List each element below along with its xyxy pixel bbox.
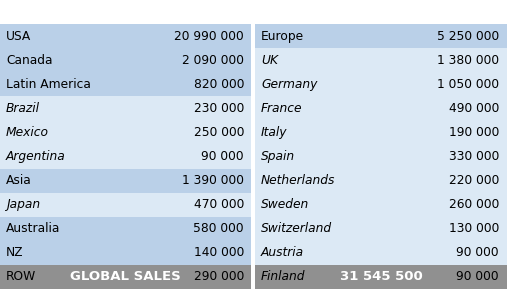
Bar [255, 217, 507, 241]
Bar [255, 48, 507, 72]
Text: Latin America: Latin America [6, 78, 91, 91]
Bar [0, 120, 251, 144]
Bar [0, 265, 251, 289]
Text: Sweden: Sweden [261, 198, 309, 211]
Bar [0, 168, 251, 193]
Text: 90 000: 90 000 [456, 271, 499, 284]
Text: Australia: Australia [6, 222, 60, 235]
Bar [255, 120, 507, 144]
Text: Canada: Canada [6, 54, 53, 67]
Bar [255, 24, 507, 48]
Bar [255, 168, 507, 193]
Text: 490 000: 490 000 [449, 102, 499, 115]
Text: 130 000: 130 000 [449, 222, 499, 235]
Bar [0, 48, 251, 72]
Text: 220 000: 220 000 [449, 174, 499, 187]
Text: 250 000: 250 000 [194, 126, 244, 139]
Text: 290 000: 290 000 [194, 271, 244, 284]
Text: Argentina: Argentina [6, 150, 66, 163]
Text: 230 000: 230 000 [194, 102, 244, 115]
Bar [255, 193, 507, 217]
Bar [0, 193, 251, 217]
Bar [0, 24, 251, 48]
Text: 31 545 500: 31 545 500 [340, 271, 422, 284]
Text: Italy: Italy [261, 126, 287, 139]
Text: 140 000: 140 000 [194, 246, 244, 259]
Bar [0, 217, 251, 241]
Text: Asia: Asia [6, 174, 32, 187]
Text: USA: USA [6, 29, 31, 42]
Bar [255, 144, 507, 168]
Text: 20 990 000: 20 990 000 [174, 29, 244, 42]
Text: ROW: ROW [6, 271, 36, 284]
Text: Netherlands: Netherlands [261, 174, 335, 187]
Text: Mexico: Mexico [6, 126, 49, 139]
Text: 90 000: 90 000 [201, 150, 244, 163]
Text: 820 000: 820 000 [194, 78, 244, 91]
Text: 5 250 000: 5 250 000 [437, 29, 499, 42]
Bar [255, 96, 507, 120]
Text: 90 000: 90 000 [456, 246, 499, 259]
Bar [255, 265, 507, 289]
Text: Brazil: Brazil [6, 102, 40, 115]
Text: 1 050 000: 1 050 000 [437, 78, 499, 91]
Bar [0, 265, 251, 289]
Text: UK: UK [261, 54, 278, 67]
Text: Spain: Spain [261, 150, 295, 163]
Text: Europe: Europe [261, 29, 304, 42]
Text: 260 000: 260 000 [449, 198, 499, 211]
Bar [255, 241, 507, 265]
Bar [255, 265, 507, 289]
Text: NZ: NZ [6, 246, 23, 259]
Text: Switzerland: Switzerland [261, 222, 332, 235]
Bar [0, 96, 251, 120]
Bar [0, 241, 251, 265]
Text: 580 000: 580 000 [193, 222, 244, 235]
Text: GLOBAL SALES: GLOBAL SALES [70, 271, 181, 284]
Text: Austria: Austria [261, 246, 304, 259]
Text: 330 000: 330 000 [449, 150, 499, 163]
Text: 470 000: 470 000 [194, 198, 244, 211]
Text: 1 390 000: 1 390 000 [182, 174, 244, 187]
Text: Germany: Germany [261, 78, 317, 91]
Text: Japan: Japan [6, 198, 40, 211]
Text: 190 000: 190 000 [449, 126, 499, 139]
Text: 1 380 000: 1 380 000 [437, 54, 499, 67]
Text: Finland: Finland [261, 271, 306, 284]
Bar [0, 72, 251, 96]
Text: France: France [261, 102, 303, 115]
Bar [255, 72, 507, 96]
Bar [0, 144, 251, 168]
Text: 2 090 000: 2 090 000 [182, 54, 244, 67]
